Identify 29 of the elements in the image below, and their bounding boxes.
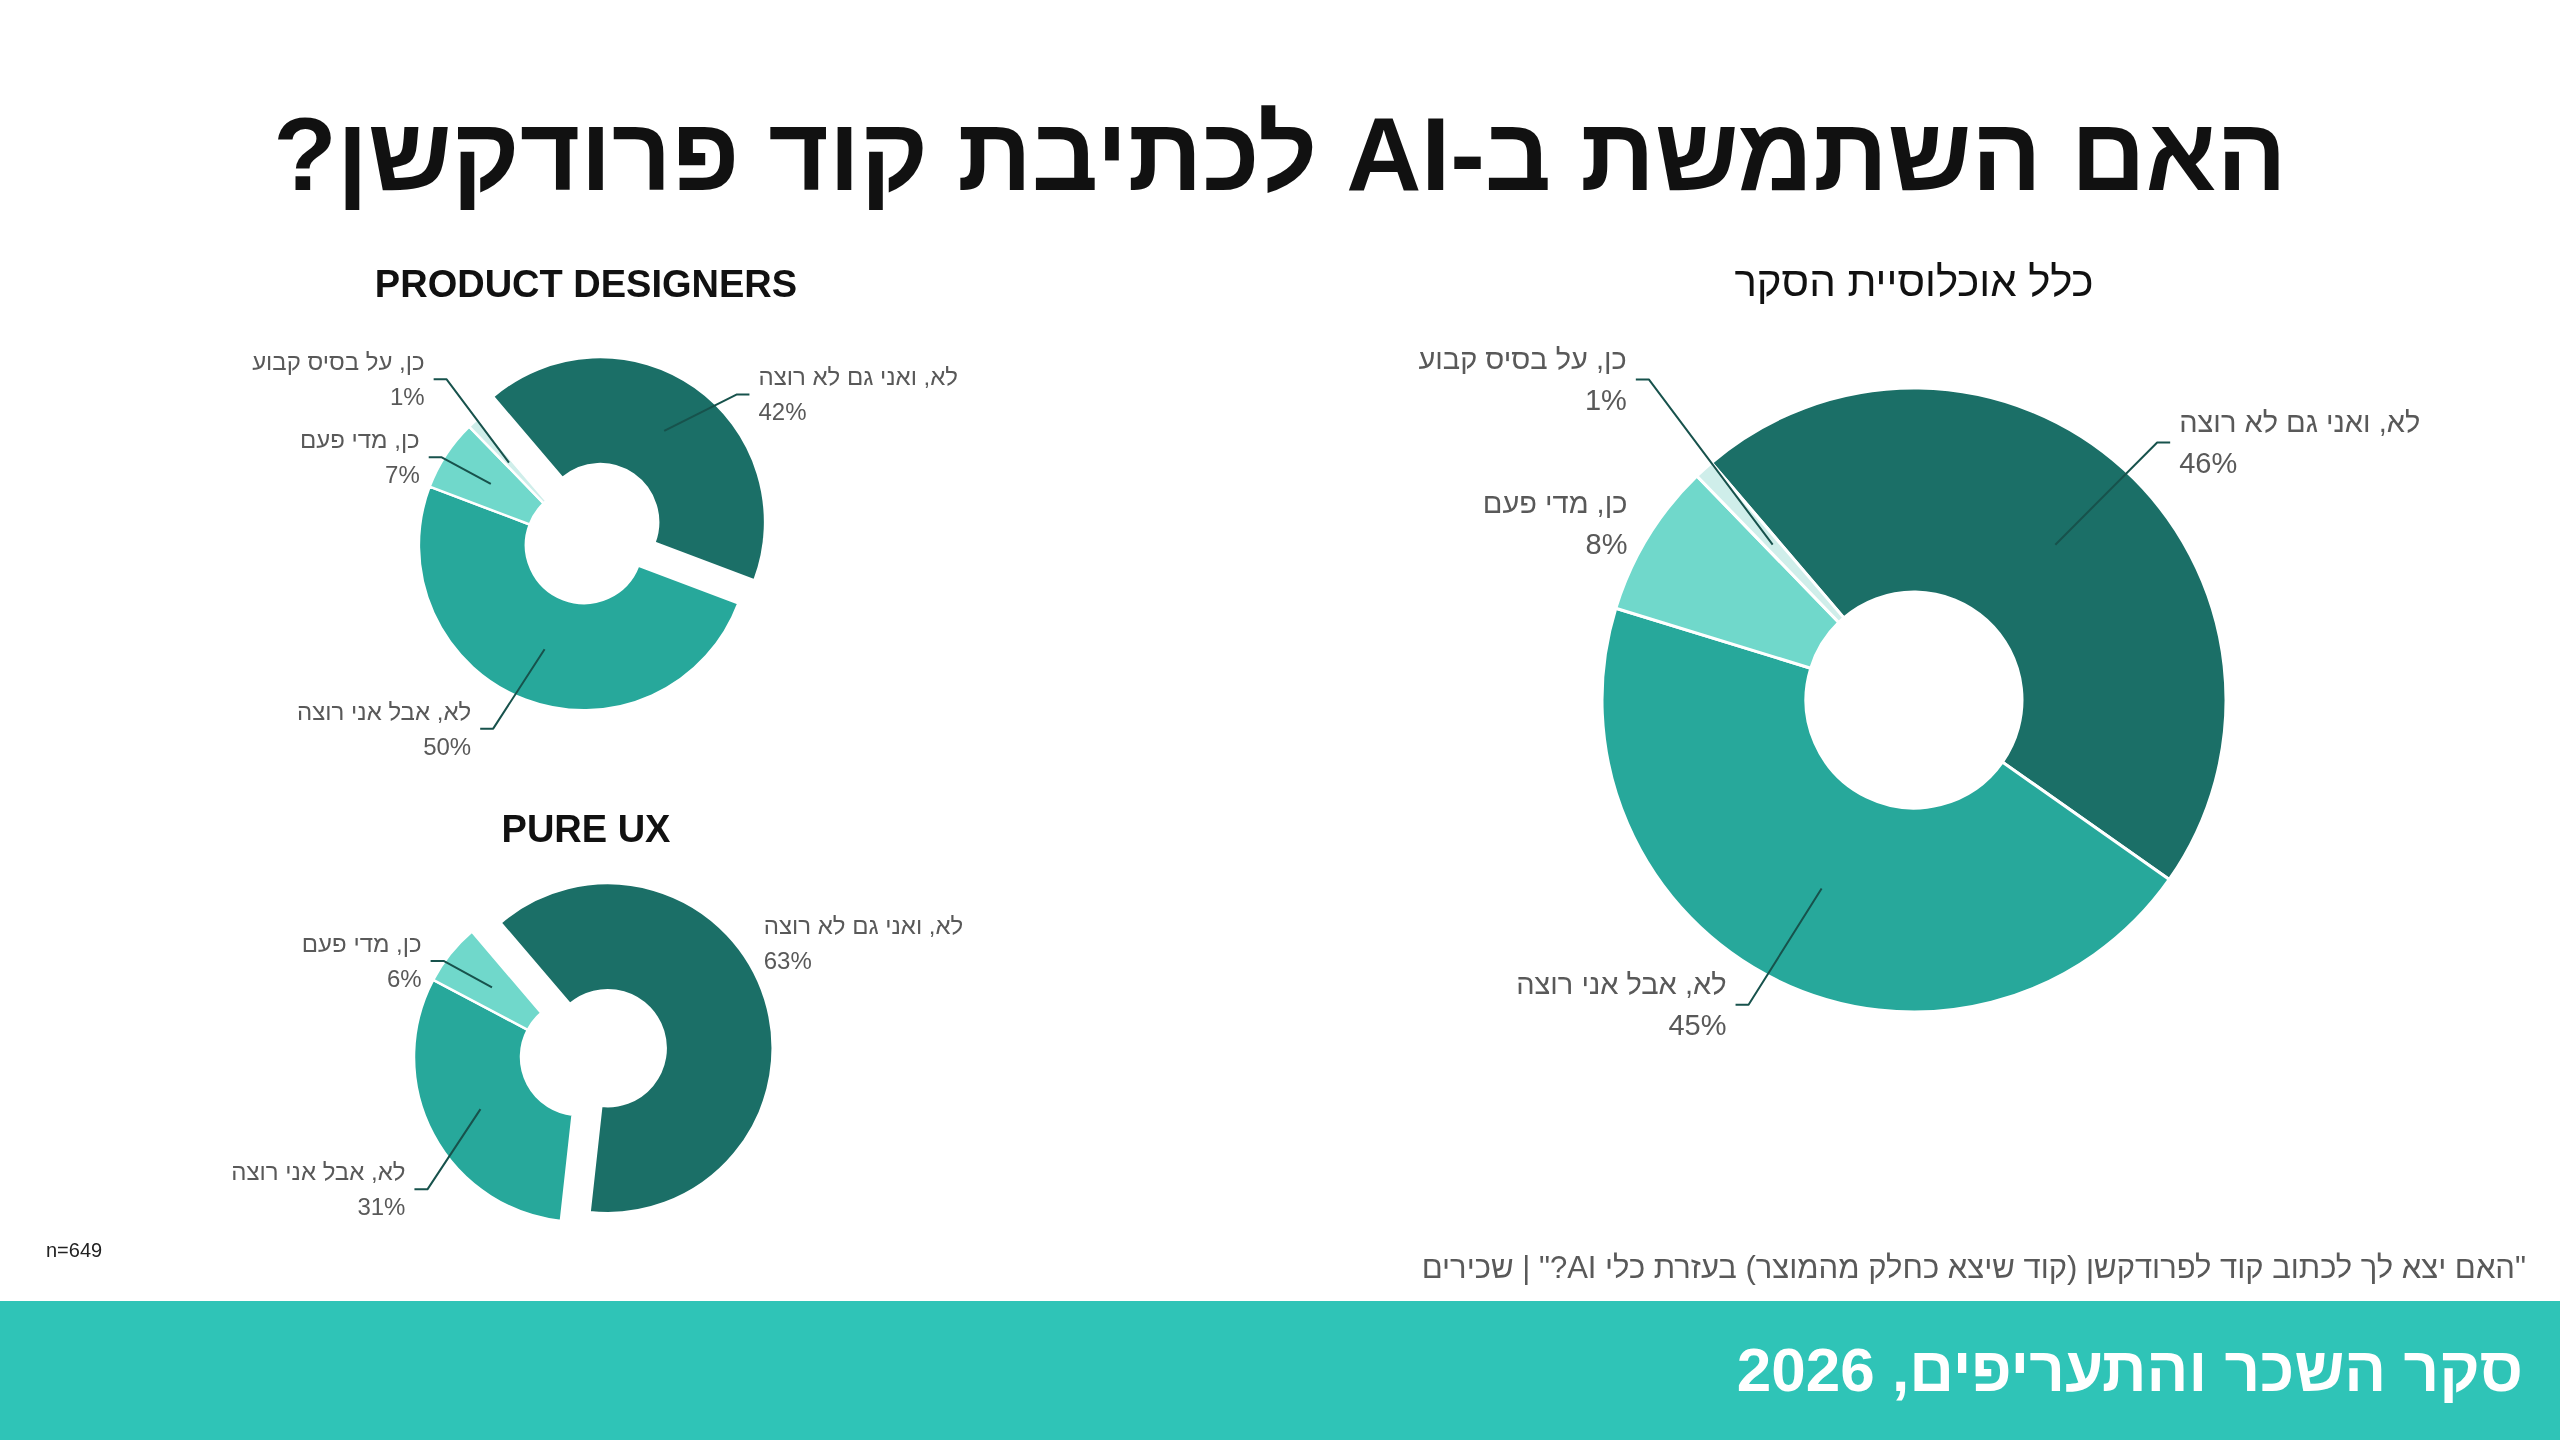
data-label: 1% — [389, 383, 425, 411]
slice-label: לא, ואני גם לא רוצה — [758, 363, 958, 391]
data-label: 31% — [357, 1193, 406, 1221]
slice-label: כן, על בסיס קבוע — [252, 348, 425, 376]
data-label: 50% — [423, 732, 472, 760]
slice-label: לא, ואני גם לא רוצה — [2179, 406, 2421, 439]
data-label: 8% — [1585, 527, 1628, 560]
chart-subtitle: PURE UX — [501, 808, 672, 850]
data-label: 7% — [385, 461, 420, 489]
slice-label: לא, אבל אני רוצה — [231, 1158, 406, 1186]
slice-label: כן, מדי פעם — [301, 929, 422, 957]
slice-label: לא, אבל אני רוצה — [1516, 968, 1727, 1001]
chart-title: האם השתמשת ב-AI לכתיבת קוד פרודקשן? — [273, 96, 2287, 212]
chart-subtitle: כלל אוכלוסיית הסקר — [1734, 258, 2094, 305]
text: n=649 — [46, 1239, 103, 1261]
slice-label: כן, על בסיס קבוע — [1418, 343, 1627, 376]
chart-subtitle: PRODUCT DESIGNERS — [374, 263, 798, 305]
data-label: 1% — [1584, 384, 1627, 417]
data-label: 46% — [2179, 447, 2238, 480]
data-label: 42% — [758, 398, 807, 426]
slice-label: כן, מדי פעם — [1482, 486, 1628, 519]
data-label: 6% — [386, 964, 422, 992]
data-label: 63% — [763, 947, 812, 975]
slice-label: כן, מדי פעם — [299, 426, 420, 454]
slice-label: לא, אבל אני רוצה — [297, 697, 472, 725]
text: "האם יצא לך לכתוב קוד לפרודקשן (קוד שיצא כחלק מהמוצר) בעזרת כלי AI?" | שכירים — [1421, 1250, 2526, 1285]
data-label: 45% — [1668, 1009, 1727, 1042]
text: סקר השכר והתעריפים, 2026 — [1736, 1335, 2523, 1404]
slice-label: לא, ואני גם לא רוצה — [763, 912, 964, 940]
